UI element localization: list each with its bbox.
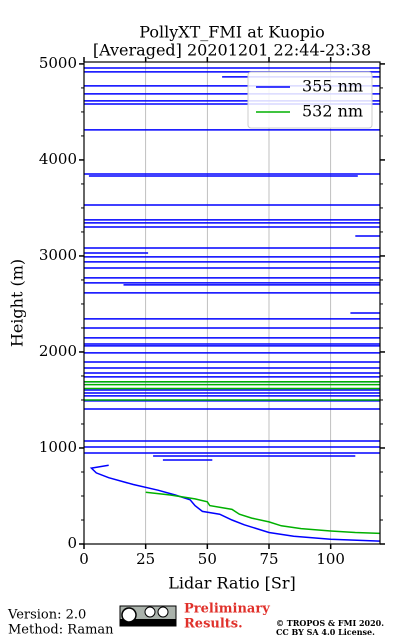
y-tick-label: 3000 (39, 246, 77, 264)
plot-frame (83, 61, 381, 545)
chart-title: PollyXT_FMI at Kuopio (139, 23, 325, 42)
license-text: CC BY SA 4.0 License. (276, 627, 375, 637)
method-text: Method: Raman (8, 623, 114, 638)
legend-box (247, 71, 373, 129)
x-tick-label: 0 (79, 550, 89, 568)
legend-label: 355 nm (302, 77, 363, 96)
legend: 355 nm 532 nm (247, 71, 373, 129)
x-tick-label: 75 (259, 550, 278, 568)
data-line (84, 67, 380, 542)
preliminary-text: Preliminary (184, 602, 270, 617)
plot-lines (84, 67, 380, 542)
preliminary-text: Results. (184, 617, 243, 632)
version-text: Version: 2.0 (7, 608, 86, 623)
chart-subtitle: [Averaged] 20201201 22:44-23:38 (93, 41, 371, 60)
y-tick-label: 5000 (39, 54, 77, 72)
x-tick-label: 50 (198, 550, 217, 568)
y-tick-label: 1000 (39, 438, 77, 456)
y-tick-label: 2000 (39, 342, 77, 360)
x-tick-label: 100 (316, 550, 345, 568)
y-axis-label: Height (m) (8, 259, 27, 347)
y-tick-label: 4000 (39, 150, 77, 168)
legend-label: 532 nm (302, 102, 363, 121)
copyright-text: © TROPOS & FMI 2020. (276, 618, 384, 628)
x-tick-label: 25 (136, 550, 155, 568)
cc-badge (119, 605, 177, 627)
data-line (84, 380, 380, 535)
y-tick-label: 0 (67, 534, 77, 552)
x-axis-label: Lidar Ratio [Sr] (168, 574, 296, 593)
